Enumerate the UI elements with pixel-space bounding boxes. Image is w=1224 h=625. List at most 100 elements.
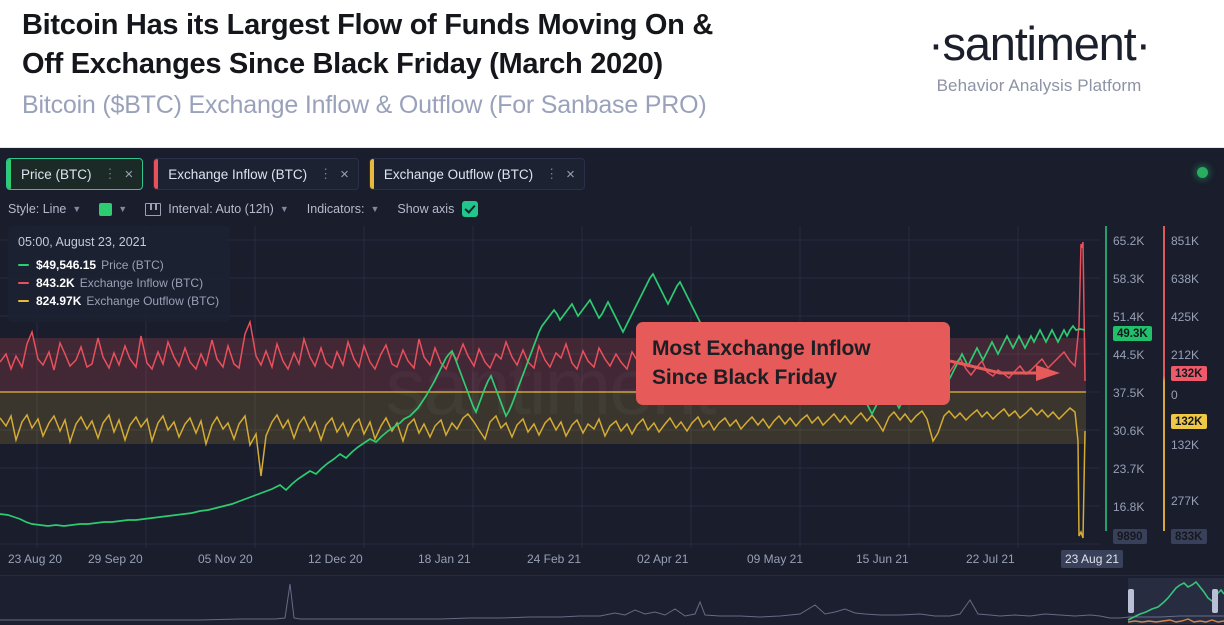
inflow-current-badge: 132K — [1171, 366, 1207, 381]
flow-tick-4: 0 — [1171, 388, 1178, 402]
x-tick-7: 09 May 21 — [747, 552, 804, 566]
indicators-label: Indicators: — [306, 202, 365, 216]
tooltip-value-price: $49,546.15 — [36, 258, 97, 272]
price-tick-3: 44.5K — [1113, 348, 1145, 362]
outflow-current-badge: 132K — [1171, 414, 1207, 429]
tooltip-name-inflow: Exchange Inflow (BTC) — [79, 276, 204, 290]
annotation-inflow: Most Exchange Inflow Since Black Friday — [636, 322, 950, 405]
tab-color-marker-inflow — [154, 159, 159, 189]
page-title-line-1: Bitcoin Has its Largest Flow of Funds Mo… — [22, 9, 713, 41]
navigator-selection-window[interactable] — [1128, 578, 1224, 624]
price-tick-7: 16.8K — [1113, 500, 1145, 514]
close-icon-inflow[interactable]: × — [340, 165, 349, 183]
tab-exchange-inflow[interactable]: Exchange Inflow (BTC) ⋮ × — [153, 158, 359, 190]
chart-tooltip: 05:00, August 23, 2021 $49,546.15 Price … — [8, 226, 230, 322]
x-tick-6: 02 Apr 21 — [637, 552, 689, 566]
flow-tick-5: 132K — [1171, 438, 1200, 452]
checkmark-icon[interactable] — [462, 201, 479, 217]
price-tick-0: 65.2K — [1113, 234, 1145, 248]
price-tick-4: 37.5K — [1113, 386, 1145, 400]
show-axis-label: Show axis — [397, 202, 455, 216]
tooltip-row-outflow: 824.97K Exchange Outflow (BTC) — [18, 294, 220, 308]
navigator-history-line — [0, 583, 1224, 621]
santiment-logo: ·santiment· Behavior Analysis Platform — [874, 16, 1204, 96]
x-tick-9: 22 Jul 21 — [966, 552, 1015, 566]
flow-tick-0: 851K — [1171, 234, 1200, 248]
page-header: Bitcoin Has its Largest Flow of Funds Mo… — [0, 0, 1224, 148]
tab-price-btc[interactable]: Price (BTC) ⋮ × — [6, 158, 144, 190]
tooltip-marker-price — [18, 263, 29, 267]
x-tick-8: 15 Jun 21 — [856, 552, 909, 566]
chevron-down-icon-interval: ▼ — [279, 204, 289, 214]
interval-selector[interactable]: Interval: Auto (12h) ▼ — [145, 202, 289, 216]
x-tick-5: 24 Feb 21 — [527, 552, 582, 566]
right-axes: 65.2K 58.3K 51.4K 49.3K 44.5K 37.5K 30.6… — [1100, 226, 1224, 548]
chevron-down-icon-indicators: ▼ — [370, 204, 380, 214]
price-tick-1: 58.3K — [1113, 272, 1145, 286]
navigator-handle-left[interactable] — [1128, 589, 1134, 613]
metric-tabs: Price (BTC) ⋮ × Exchange Inflow (BTC) ⋮ … — [6, 158, 585, 190]
chart-navigator[interactable] — [0, 575, 1224, 625]
close-icon-price[interactable]: × — [124, 165, 134, 183]
tab-label-inflow: Exchange Inflow (BTC) — [168, 166, 308, 182]
tooltip-value-outflow: 824.97K — [36, 294, 82, 308]
flow-min-badge: 833K — [1171, 529, 1207, 544]
annotation-inflow-line1: Most Exchange Inflow — [652, 337, 871, 360]
x-tick-2: 05 Nov 20 — [198, 552, 253, 566]
flow-axis-line — [1163, 226, 1165, 531]
chevron-down-icon-color: ▼ — [118, 204, 128, 214]
tab-color-marker-price — [7, 159, 11, 189]
tooltip-name-outflow: Exchange Outflow (BTC) — [86, 294, 220, 308]
flow-tick-6: 277K — [1171, 494, 1200, 508]
page-subtitle: Bitcoin ($BTC) Exchange Inflow & Outflow… — [22, 91, 707, 119]
price-min-badge: 9890 — [1113, 529, 1147, 544]
kebab-menu-icon-price[interactable]: ⋮ — [103, 166, 117, 181]
tooltip-marker-outflow — [18, 299, 29, 303]
x-tick-1: 29 Sep 20 — [88, 552, 143, 566]
navigator-svg — [0, 580, 1224, 623]
close-icon-outflow[interactable]: × — [566, 165, 575, 183]
kebab-menu-icon-outflow[interactable]: ⋮ — [545, 166, 559, 181]
x-tick-4: 18 Jan 21 — [418, 552, 471, 566]
tooltip-date: 05:00, August 23, 2021 — [18, 235, 147, 249]
flow-tick-3: 212K — [1171, 348, 1200, 362]
tab-exchange-outflow[interactable]: Exchange Outflow (BTC) ⋮ × — [368, 158, 585, 190]
flow-tick-1: 638K — [1171, 272, 1200, 286]
page-title-line-2: Off Exchanges Since Black Friday (March … — [22, 48, 663, 80]
price-tick-6: 23.7K — [1113, 462, 1145, 476]
kebab-menu-icon-inflow[interactable]: ⋮ — [319, 166, 333, 181]
interval-icon — [145, 202, 162, 216]
navigator-handle-right[interactable] — [1212, 589, 1218, 613]
color-swatch-icon — [99, 202, 113, 216]
tooltip-marker-inflow — [18, 281, 29, 285]
indicators-selector[interactable]: Indicators: ▼ — [307, 202, 380, 216]
x-tick-selected: 23 Aug 21 — [1061, 550, 1124, 568]
x-axis: 23 Aug 20 29 Sep 20 05 Nov 20 12 Dec 20 … — [0, 548, 1224, 572]
x-tick-3: 12 Dec 20 — [308, 552, 363, 566]
x-tick-0: 23 Aug 20 — [8, 552, 63, 566]
chart-panel: Price (BTC) ⋮ × Exchange Inflow (BTC) ⋮ … — [0, 148, 1224, 625]
annotation-inflow-line2: Since Black Friday — [652, 366, 837, 389]
tooltip-name-price: Price (BTC) — [101, 258, 164, 272]
tooltip-row-price: $49,546.15 Price (BTC) — [18, 258, 220, 272]
series-exchange-outflow — [0, 406, 1086, 539]
header-text-block: Bitcoin Has its Largest Flow of Funds Mo… — [22, 6, 882, 120]
chevron-down-icon-style: ▼ — [72, 204, 82, 214]
navigator-flow-line — [1127, 618, 1224, 623]
show-axis-toggle[interactable]: Show axis — [397, 201, 479, 217]
chart-toolbar: Style: Line ▼ ▼ Interval: Auto (12h) ▼ I… — [8, 198, 496, 220]
color-selector[interactable]: ▼ — [99, 202, 128, 216]
tab-color-marker-outflow — [369, 159, 374, 189]
tooltip-row-inflow: 843.2K Exchange Inflow (BTC) — [18, 276, 220, 290]
logo-tagline: Behavior Analysis Platform — [936, 76, 1142, 95]
logo-wordmark: ·santiment· — [928, 17, 1151, 70]
price-axis-line — [1105, 226, 1107, 531]
tooltip-value-inflow: 843.2K — [36, 276, 75, 290]
tab-label-price: Price (BTC) — [21, 166, 92, 182]
price-tick-5: 30.6K — [1113, 424, 1145, 438]
flow-tick-2: 425K — [1171, 310, 1200, 324]
tab-label-outflow: Exchange Outflow (BTC) — [383, 166, 534, 182]
style-selector[interactable]: Style: Line ▼ — [8, 202, 81, 216]
interval-label: Interval: Auto (12h) — [168, 202, 274, 216]
